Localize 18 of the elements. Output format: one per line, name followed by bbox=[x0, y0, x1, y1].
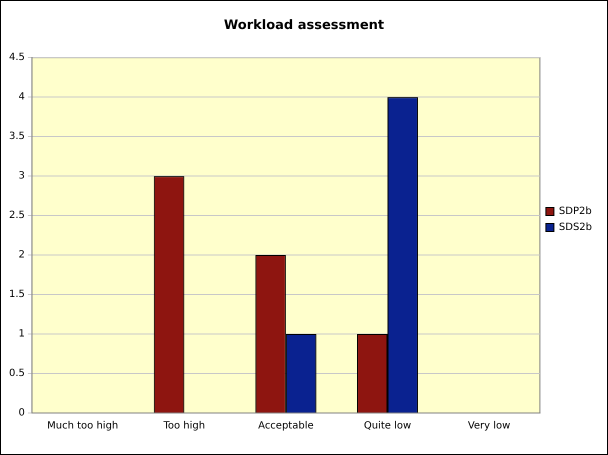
y-tick-label: 1.5 bbox=[8, 289, 25, 300]
y-tick-label: 1 bbox=[18, 328, 25, 340]
x-tick-label: Much too high bbox=[47, 420, 118, 432]
y-tick-label: 3.5 bbox=[8, 131, 25, 142]
chart-title: Workload assessment bbox=[224, 18, 384, 34]
legend-label: SDP2b bbox=[558, 206, 592, 218]
x-tick-label: Quite low bbox=[364, 420, 412, 432]
y-tick-label: 4 bbox=[18, 92, 25, 103]
y-tick-label: 2.5 bbox=[8, 210, 25, 222]
y-tick-label: 2 bbox=[18, 250, 25, 261]
x-tick-label: Acceptable bbox=[258, 420, 314, 432]
x-tick-label: Too high bbox=[162, 420, 206, 432]
legend-label: SDS2b bbox=[558, 222, 592, 234]
y-tick-label: 0 bbox=[18, 408, 25, 419]
y-tick-label: 0.5 bbox=[8, 368, 25, 380]
x-tick-label: Very low bbox=[468, 420, 510, 432]
y-tick-label: 3 bbox=[18, 170, 25, 182]
y-tick-label: 4.5 bbox=[8, 52, 25, 64]
